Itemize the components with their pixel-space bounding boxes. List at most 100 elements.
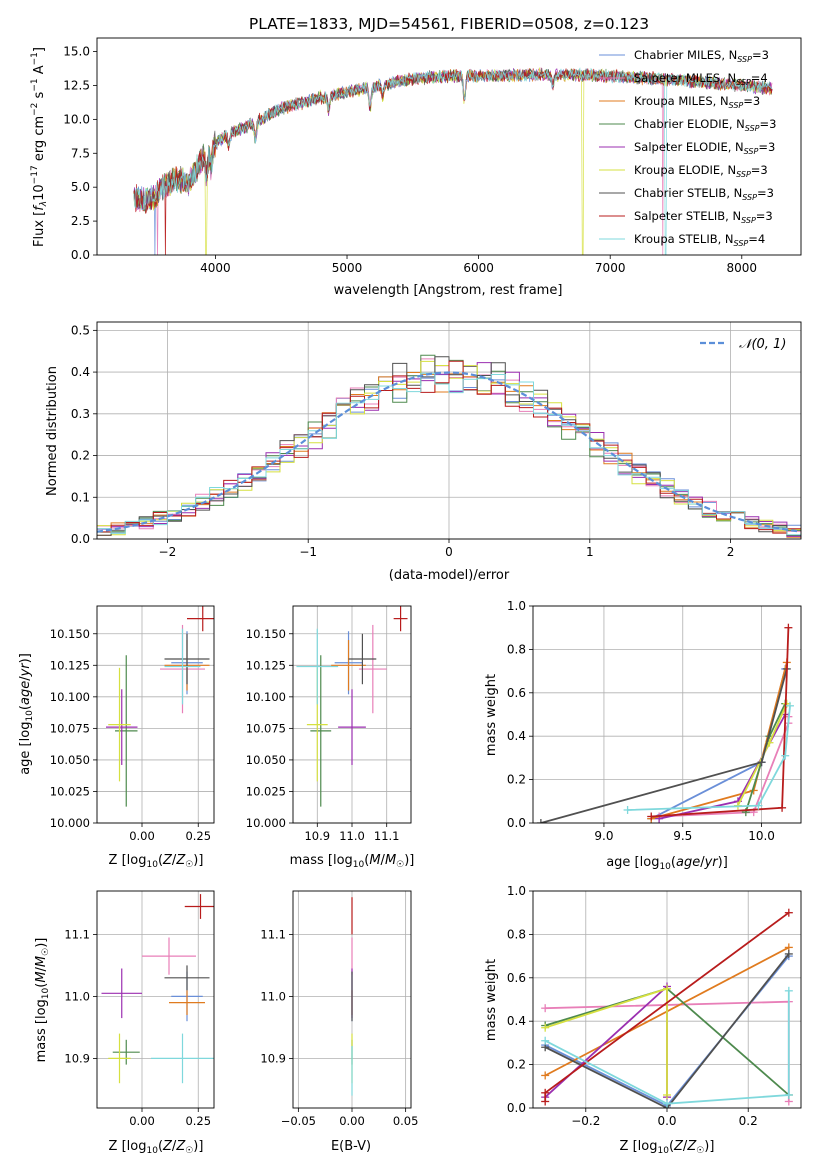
y-tick-label: 10.075 [50, 721, 90, 735]
plot-marks [133, 67, 773, 255]
x-tick-label: 9.5 [673, 829, 692, 843]
y-tick-label: 11.1 [260, 927, 286, 941]
y-tick-label: 10.100 [50, 690, 90, 704]
figure-title: PLATE=1833, MJD=54561, FIBERID=0508, z=0… [249, 15, 649, 33]
age-vs-metallicity-panel: 0.00 0.25 10.000 10.025 10.050 10.075 10.100 10… [18, 605, 215, 870]
legend-label-1: Chabrier MILES, NSSP=3 [634, 48, 769, 64]
x-tick-label: 0.0 [657, 1114, 676, 1128]
y-tick-label: 10.000 [50, 816, 90, 830]
y-tick-label: 10.150 [246, 627, 286, 641]
y-tick-label: 10.100 [246, 690, 286, 704]
y-tick-label: 10.000 [246, 816, 286, 830]
weight-vs-age-plot-area: 9.0 9.5 10.0 0.0 0.2 0.4 0.6 0.8 1.0 [507, 599, 802, 843]
legend-label-7: Chabrier STELIB, NSSP=3 [634, 186, 774, 202]
spectrum-plot-area: 4000 5000 6000 7000 8000 0.0 2.5 5.0 7.5 10.0 12.5… [63, 37, 802, 275]
age-mass-xlabel: mass [log10(M/M☉)] [290, 853, 415, 870]
y-tick-label: 0.4 [507, 1014, 526, 1028]
spectrum-ylabel: Flux [fλ10−17 erg cm−2 s−1 A−1] [30, 47, 49, 247]
y-tick-label: 0.0 [71, 248, 90, 262]
axes-frame [96, 605, 215, 824]
weight-vs-metallicity-plot-area: −0.2 0.0 0.2 0.0 0.2 0.4 0.6 0.8 1.0 [507, 884, 802, 1128]
x-tick-label: 5000 [332, 261, 363, 275]
axes-frame [532, 605, 802, 824]
histogram-ylabel: Normed distribution [45, 366, 60, 496]
x-tick-label: 9.0 [594, 829, 613, 843]
x-tick-label: 11.1 [374, 829, 400, 843]
y-tick-label: 11.0 [64, 989, 90, 1003]
x-tick-label: 8000 [727, 261, 758, 275]
x-tick-label: 11.0 [339, 829, 365, 843]
plot-marks [101, 894, 214, 1084]
y-tick-label: 11.1 [64, 927, 90, 941]
age-z-ylabel: age [log10(age/yr)] [18, 653, 35, 775]
plot-marks [296, 606, 408, 807]
y-tick-label: 0.4 [71, 365, 90, 379]
histogram-9 [97, 372, 801, 536]
legend-label-3: Kroupa MILES, NSSP=3 [634, 94, 760, 110]
y-tick-label: 1.0 [507, 884, 526, 898]
y-tick-label: 0.2 [507, 1058, 526, 1072]
mass-vs-metallicity-panel: 0.00 0.25 10.9 11.0 11.1 Z [log10(Z/Z☉)] mas… [34, 890, 215, 1156]
y-tick-label: 0.8 [507, 927, 526, 941]
mass-vs-ebv-plot-area: −0.05 0.00 0.05 10.9 11.0 11.1 [260, 890, 418, 1128]
histogram-plot-area: −2 −1 0 1 2 0.0 0.1 0.2 0.3 0.4 0.5 [71, 321, 802, 559]
age-z-xlabel: Z [log10(Z/Z☉)] [109, 853, 204, 870]
y-tick-label: 5.0 [71, 180, 90, 194]
spectrum-xlabel: wavelength [Angstrom, rest frame] [334, 283, 563, 298]
mass-vs-ebv-panel: −0.05 0.00 0.05 10.9 11.0 11.1 E(B-V) [260, 890, 418, 1154]
legend-label-4: Chabrier ELODIE, NSSP=3 [634, 117, 776, 133]
x-tick-label: 0.00 [339, 1114, 365, 1128]
weight-vs-metallicity-panel: −0.2 0.0 0.2 0.0 0.2 0.4 0.6 0.8 1.0 Z [log10(Z/… [484, 884, 802, 1156]
y-tick-label: 10.150 [50, 627, 90, 641]
x-tick-label: −0.2 [571, 1114, 600, 1128]
y-tick-label: 7.5 [71, 146, 90, 160]
legend-label-9: Kroupa STELIB, NSSP=4 [634, 232, 765, 248]
mass-z-ylabel: mass [log10(M/M☉)] [34, 938, 51, 1063]
y-tick-label: 15.0 [63, 45, 90, 59]
plot-marks [541, 908, 793, 1108]
plot-marks [106, 606, 214, 807]
y-tick-label: 11.0 [260, 989, 286, 1003]
y-tick-label: 2.5 [71, 214, 90, 228]
y-tick-label: 0.6 [507, 971, 526, 985]
x-tick-label: 1 [586, 545, 594, 559]
spectrum-line-9 [133, 67, 773, 255]
mass-vs-metallicity-plot-area: 0.00 0.25 10.9 11.0 11.1 [64, 890, 215, 1128]
weight-line-9 [627, 705, 791, 811]
y-tick-label: 10.075 [246, 721, 286, 735]
y-tick-label: 0.2 [507, 773, 526, 787]
legend-normal-label: 𝒩(0, 1) [739, 337, 786, 352]
x-tick-label: 10.9 [304, 829, 330, 843]
y-tick-label: 10.050 [246, 753, 286, 767]
axes-frame [96, 321, 802, 540]
age-vs-metallicity-plot-area: 0.00 0.25 10.000 10.025 10.050 10.075 10.100 10… [50, 605, 215, 843]
y-tick-label: 0.1 [71, 490, 90, 504]
y-tick-label: 12.5 [63, 78, 90, 92]
x-tick-label: 10.0 [748, 829, 775, 843]
x-tick-label: −0.05 [281, 1114, 316, 1128]
x-tick-label: −2 [159, 545, 177, 559]
axes-frame [96, 37, 802, 256]
y-tick-label: 0.6 [507, 686, 526, 700]
age-vs-mass-plot-area: 10.9 11.0 11.1 10.000 10.025 10.050 10.075 10.1… [246, 605, 412, 843]
x-tick-label: 0.25 [185, 829, 211, 843]
axes-frame [532, 890, 802, 1109]
y-tick-label: 0.3 [71, 407, 90, 421]
x-tick-label: −1 [299, 545, 317, 559]
x-tick-label: 4000 [200, 261, 231, 275]
histogram-xlabel: (data-model)/error [389, 568, 510, 583]
x-tick-label: 2 [727, 545, 735, 559]
histogram-legend: 𝒩(0, 1) [700, 337, 786, 352]
y-tick-label: 10.0 [63, 112, 90, 126]
y-tick-label: 10.9 [64, 1051, 90, 1065]
x-tick-label: 0.00 [129, 829, 155, 843]
x-tick-label: 6000 [463, 261, 494, 275]
x-tick-label: 0.2 [739, 1114, 758, 1128]
axes-frame [292, 890, 412, 1109]
axes-frame [96, 890, 215, 1109]
weight-age-xlabel: age [log10(age/yr)] [606, 855, 728, 872]
y-tick-label: 0.0 [507, 1101, 526, 1115]
legend-label-8: Salpeter STELIB, NSSP=3 [634, 209, 773, 225]
y-tick-label: 10.125 [50, 658, 90, 672]
